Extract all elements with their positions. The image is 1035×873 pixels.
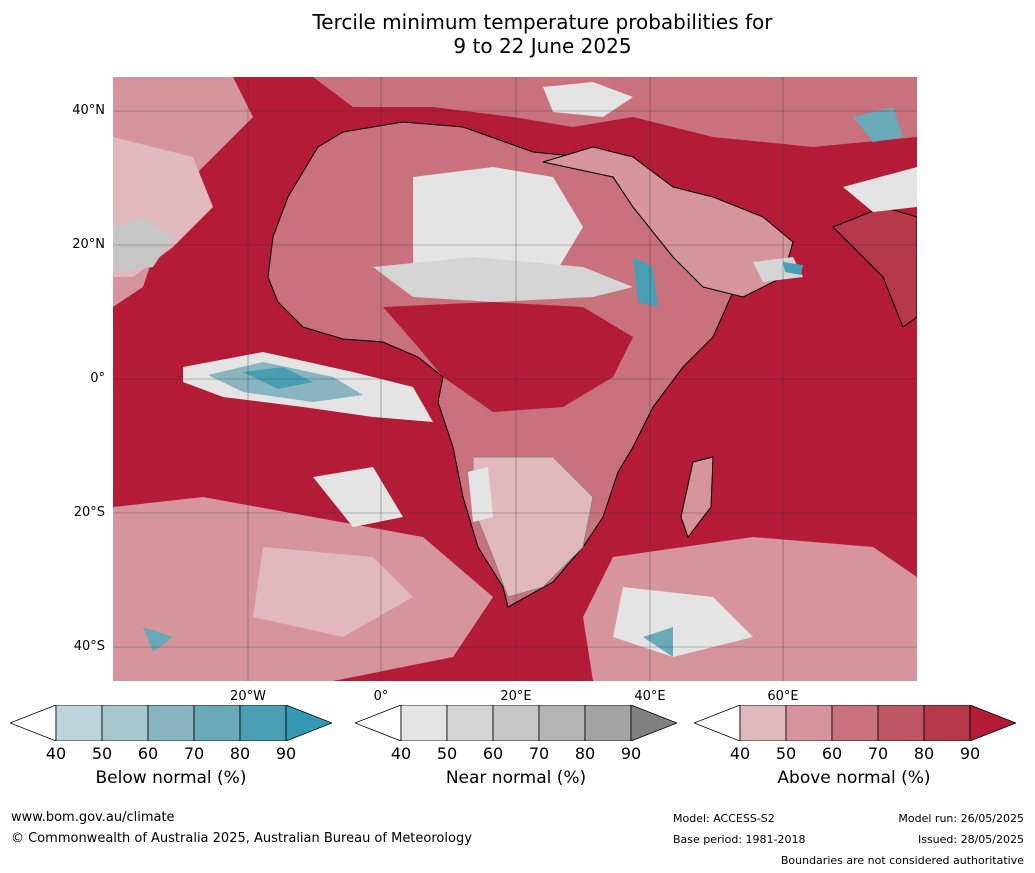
colorbar-below-normal (10, 705, 332, 741)
below-tick-40: 40 (45, 744, 67, 763)
cbar-above-min-arrow (694, 705, 741, 741)
mediterranean-near-normal (543, 82, 633, 117)
cbar-below-seg-2 (101, 705, 149, 741)
cbar-below-seg-4 (193, 705, 241, 741)
below-tick-90: 90 (275, 744, 297, 763)
cbar-near-max-arrow (630, 705, 677, 741)
above-normal-title: Above normal (%) (777, 768, 931, 788)
lat-label-40n: 40°N (72, 103, 105, 118)
map-title: Tercile minimum temperature probabilitie… (0, 10, 1035, 58)
red-sea-below-normal (633, 257, 658, 307)
lat-label-20n: 20°N (72, 237, 105, 252)
model-text: Model: ACCESS-S2 (673, 812, 775, 825)
title-line-2: 9 to 22 June 2025 (453, 34, 632, 58)
cbar-below-seg-1 (55, 705, 103, 741)
cbar-near-seg-4 (538, 705, 586, 741)
above-tick-60: 60 (821, 744, 843, 763)
below-tick-50: 50 (91, 744, 113, 763)
disclaimer-text: Boundaries are not considered authoritat… (780, 854, 1024, 867)
above-tick-40: 40 (729, 744, 751, 763)
lat-label-20s: 20°S (73, 505, 105, 520)
lon-label-20w: 20°W (230, 689, 266, 704)
below-normal-title: Below normal (%) (95, 768, 247, 788)
europe-region (313, 77, 917, 147)
cbar-near-seg-3 (492, 705, 540, 741)
colorbar-near-normal (355, 705, 677, 741)
central-asia-below-spot (853, 107, 903, 142)
copyright-text: © Commonwealth of Australia 2025, Austra… (11, 831, 472, 846)
lat-label-40s: 40°S (73, 639, 105, 654)
colorbar-above-normal (694, 705, 1016, 741)
website-link[interactable]: www.bom.gov.au/climate (11, 810, 175, 825)
below-tick-80: 80 (229, 744, 251, 763)
atlantic-near-normal-patch (113, 217, 173, 272)
cbar-above-max-arrow (969, 705, 1016, 741)
cbar-below-min-arrow (10, 705, 57, 741)
near-tick-80: 80 (574, 744, 596, 763)
sahara-near-normal (413, 167, 583, 287)
cbar-near-seg-5 (584, 705, 632, 741)
cbar-near-seg-1 (400, 705, 448, 741)
cbar-near-min-arrow (355, 705, 402, 741)
cbar-above-seg-2 (785, 705, 833, 741)
cbar-below-max-arrow (285, 705, 332, 741)
near-tick-40: 40 (390, 744, 412, 763)
equatorial-atlantic-below-normal-core (243, 367, 313, 389)
title-line-1: Tercile minimum temperature probabilitie… (312, 10, 773, 34)
cbar-below-seg-3 (147, 705, 195, 741)
map-canvas (113, 77, 917, 681)
namibia-near-normal (468, 467, 493, 522)
near-tick-60: 60 (482, 744, 504, 763)
below-tick-70: 70 (183, 744, 205, 763)
lon-label-40e: 40°E (634, 689, 666, 704)
cbar-below-seg-5 (239, 705, 287, 741)
probability-map (113, 77, 917, 681)
cbar-above-seg-4 (877, 705, 925, 741)
cbar-near-seg-2 (446, 705, 494, 741)
near-tick-90: 90 (620, 744, 642, 763)
below-tick-60: 60 (137, 744, 159, 763)
south-atlantic-light-patch (253, 547, 413, 637)
above-tick-50: 50 (775, 744, 797, 763)
south-atlantic-below-spot (143, 627, 173, 652)
above-tick-80: 80 (913, 744, 935, 763)
cbar-above-seg-3 (831, 705, 879, 741)
above-tick-70: 70 (867, 744, 889, 763)
lon-label-20e: 20°E (500, 689, 532, 704)
south-asia-near-normal (843, 167, 917, 212)
lat-label-0: 0° (90, 371, 105, 386)
south-atlantic-near-normal (313, 467, 403, 527)
model-run-text: Model run: 26/05/2025 (898, 812, 1024, 825)
issued-text: Issued: 28/05/2025 (917, 833, 1024, 846)
sahel-near-normal (373, 257, 633, 302)
graticule (113, 77, 917, 681)
cbar-above-seg-1 (739, 705, 787, 741)
central-africa-above (383, 302, 633, 412)
near-tick-50: 50 (436, 744, 458, 763)
near-tick-70: 70 (528, 744, 550, 763)
base-period-text: Base period: 1981-2018 (673, 833, 806, 846)
madagascar (680, 456, 714, 539)
south-indian-below-spot (643, 627, 673, 657)
lon-label-0: 0° (373, 689, 389, 704)
above-tick-90: 90 (959, 744, 981, 763)
lon-label-60e: 60°E (767, 689, 799, 704)
southern-africa-patch (472, 456, 594, 598)
near-normal-title: Near normal (%) (445, 768, 587, 788)
cbar-above-seg-5 (923, 705, 971, 741)
arabian-sea-below-spot (783, 262, 803, 275)
